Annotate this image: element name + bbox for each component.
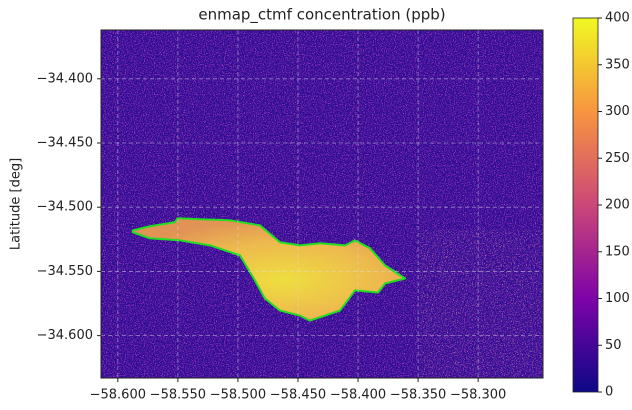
colorbar-tick-label: 400 — [605, 11, 630, 26]
raster — [101, 30, 543, 378]
colorbar-tick-label: 0 — [605, 385, 613, 400]
raster-noise — [420, 230, 543, 378]
x-tick-label: −58.450 — [270, 388, 326, 403]
y-tick-label: −34.600 — [37, 328, 93, 343]
x-tick-label: −58.500 — [210, 388, 266, 403]
colorbar — [572, 17, 599, 393]
y-tick-label: −34.550 — [37, 264, 93, 279]
y-tick-label: −34.400 — [37, 71, 93, 86]
colorbar-tick-label: 100 — [605, 291, 630, 306]
y-tick-label: −34.500 — [37, 200, 93, 215]
x-tick-label: −58.350 — [390, 388, 446, 403]
chart-title: enmap_ctmf concentration (ppb) — [198, 6, 445, 25]
x-tick-label: −58.550 — [150, 388, 206, 403]
x-tick-label: −58.300 — [450, 388, 506, 403]
colorbar-tick-label: 200 — [605, 198, 630, 213]
colorbar-tick-label: 50 — [605, 338, 622, 353]
colorbar-tick-label: 300 — [605, 104, 630, 119]
y-axis-label: Latitude [deg] — [9, 158, 24, 250]
x-tick-label: −58.400 — [330, 388, 386, 403]
plot-frame — [100, 29, 544, 379]
y-tick-label: −34.450 — [37, 136, 93, 151]
colorbar-tick-label: 150 — [605, 244, 630, 259]
plume-outline — [131, 217, 407, 322]
x-tick-label: −58.600 — [90, 388, 146, 403]
colorbar-tick-label: 250 — [605, 151, 630, 166]
colorbar-tick-label: 350 — [605, 57, 630, 72]
